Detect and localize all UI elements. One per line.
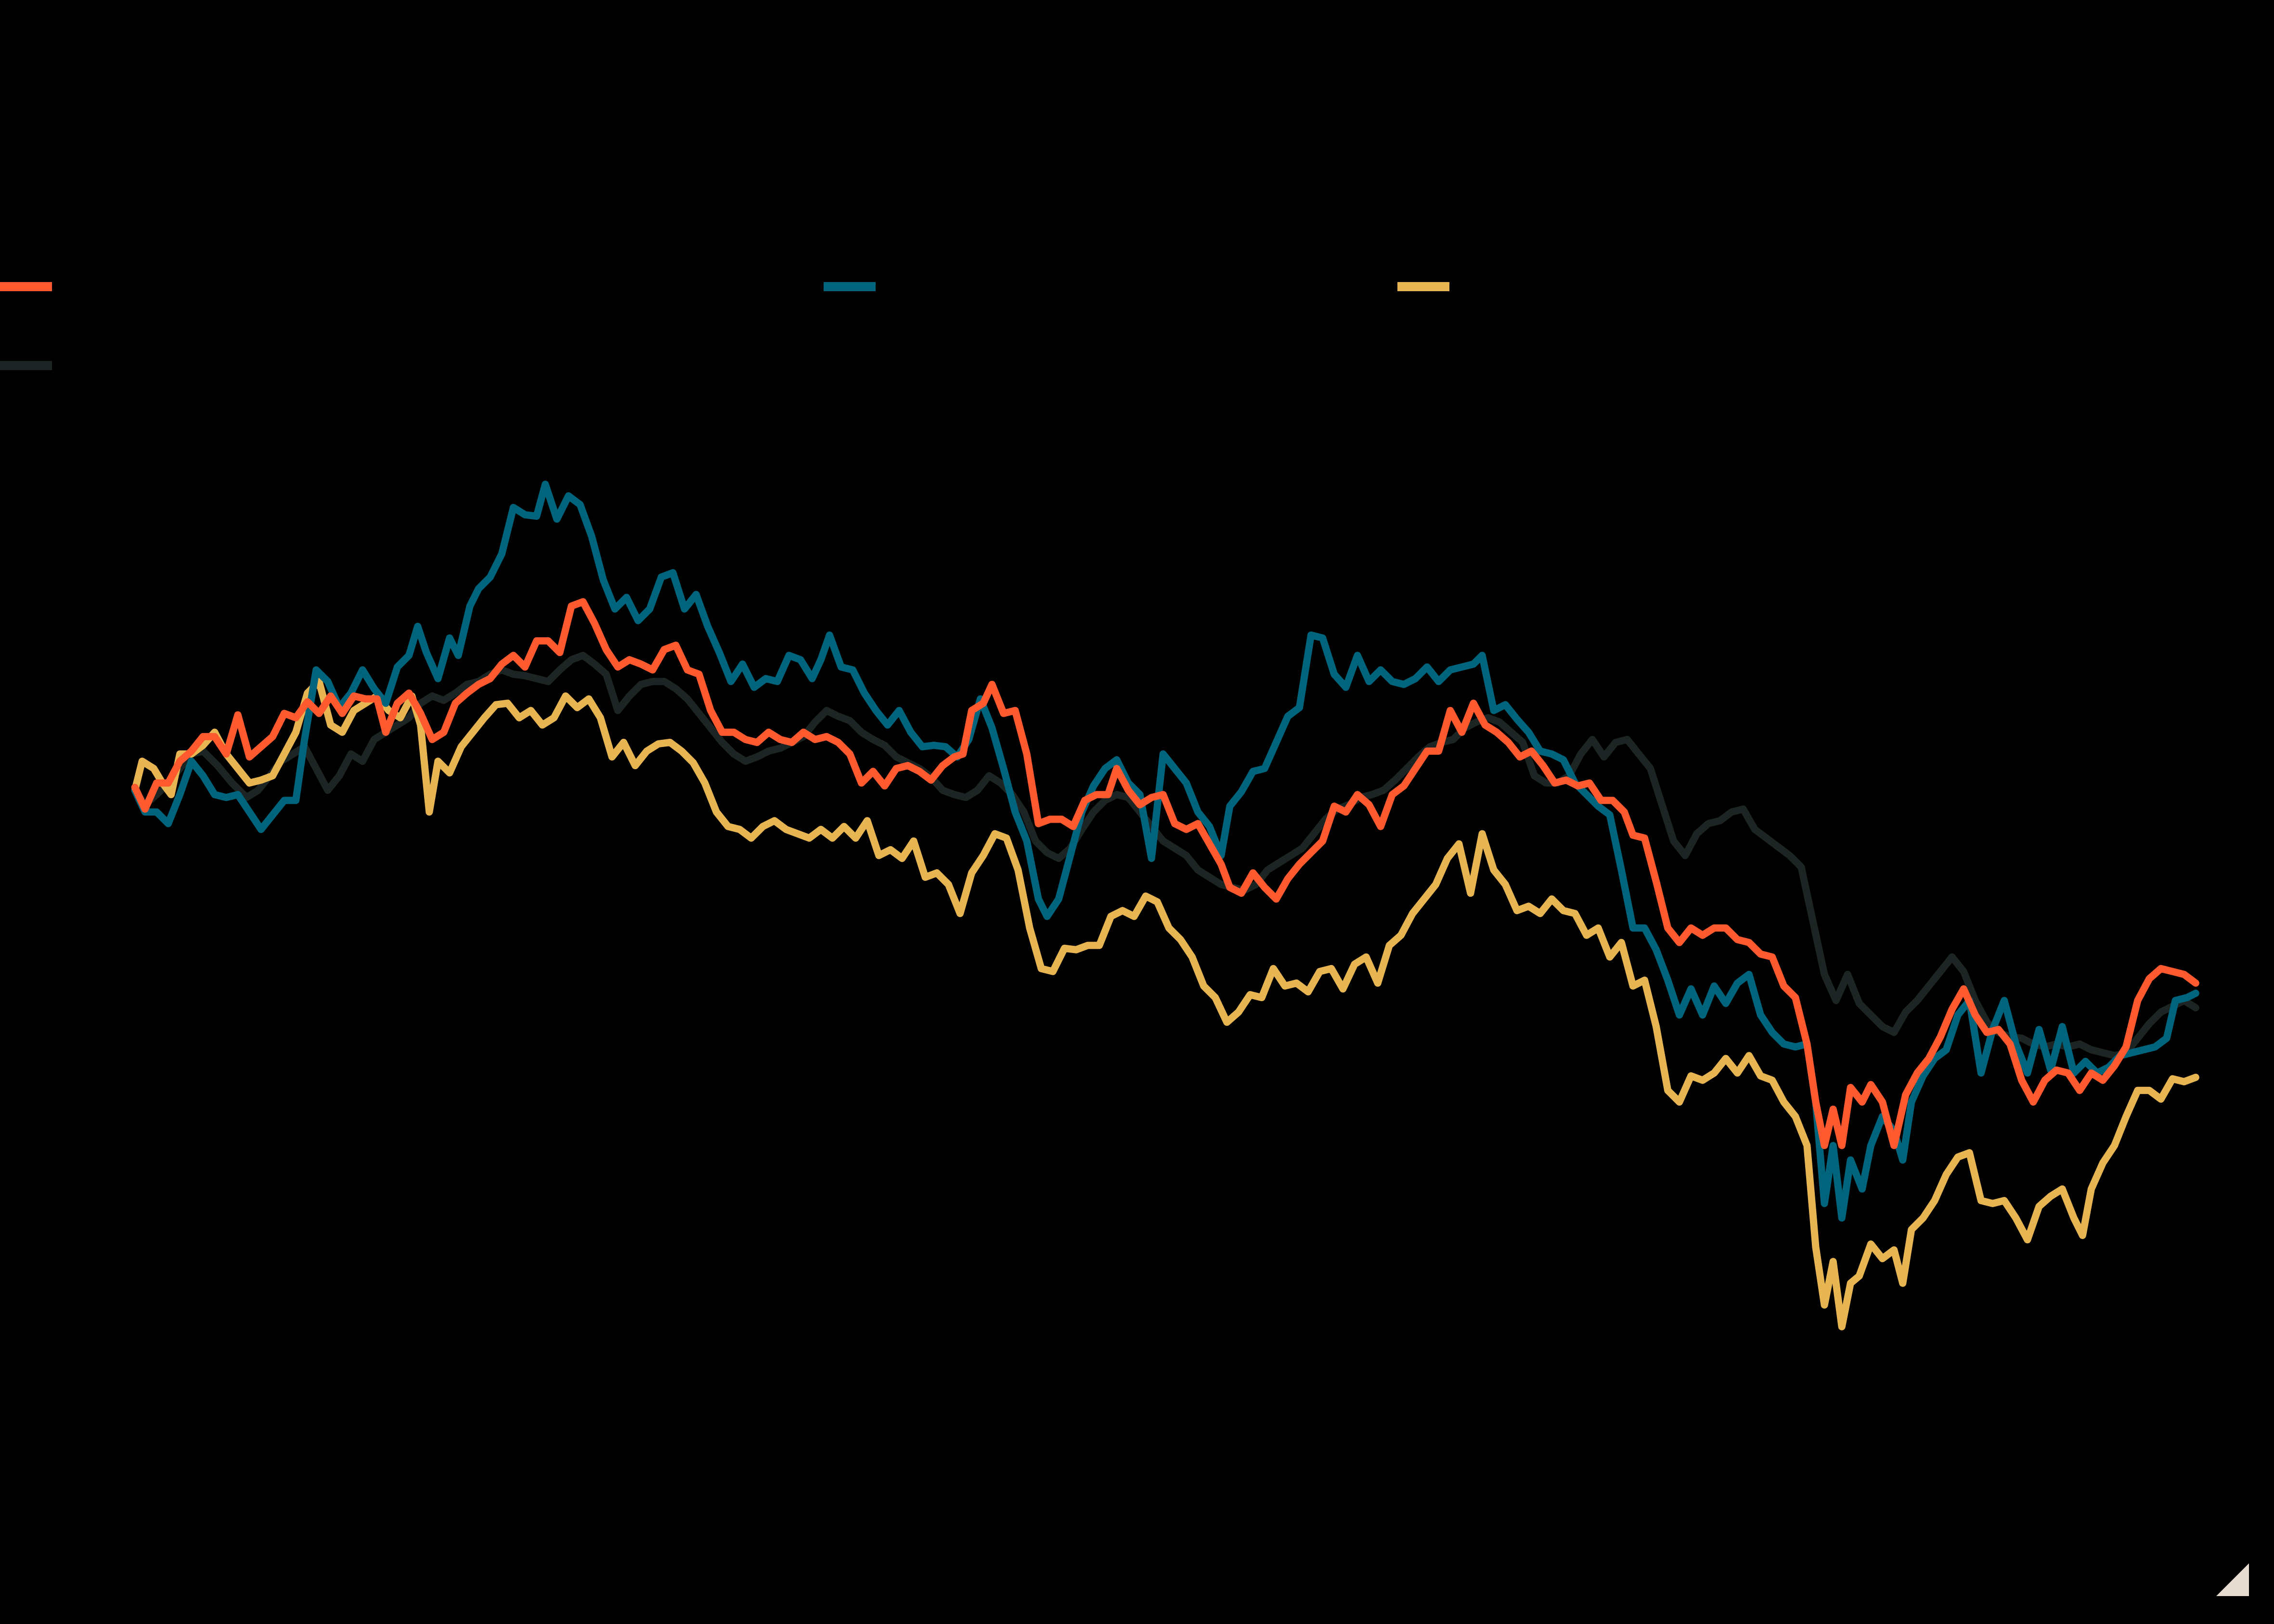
legend-swatch-teal — [824, 282, 876, 291]
series-line-dark-gray — [131, 652, 2199, 1059]
corner-triangle-icon — [2216, 1563, 2249, 1596]
series-line-teal — [131, 480, 2199, 1222]
legend-swatch-dark-gray — [0, 361, 52, 370]
series-line-orange — [131, 598, 2199, 1149]
series-line-gold — [131, 678, 2199, 1330]
legend — [0, 0, 2274, 385]
legend-item-series-2 — [824, 282, 876, 291]
legend-swatch-orange — [0, 282, 52, 291]
legend-item-series-4 — [0, 361, 52, 370]
legend-swatch-gold — [1397, 282, 1449, 291]
legend-item-series-1 — [0, 282, 52, 291]
legend-item-series-3 — [1397, 282, 1449, 291]
